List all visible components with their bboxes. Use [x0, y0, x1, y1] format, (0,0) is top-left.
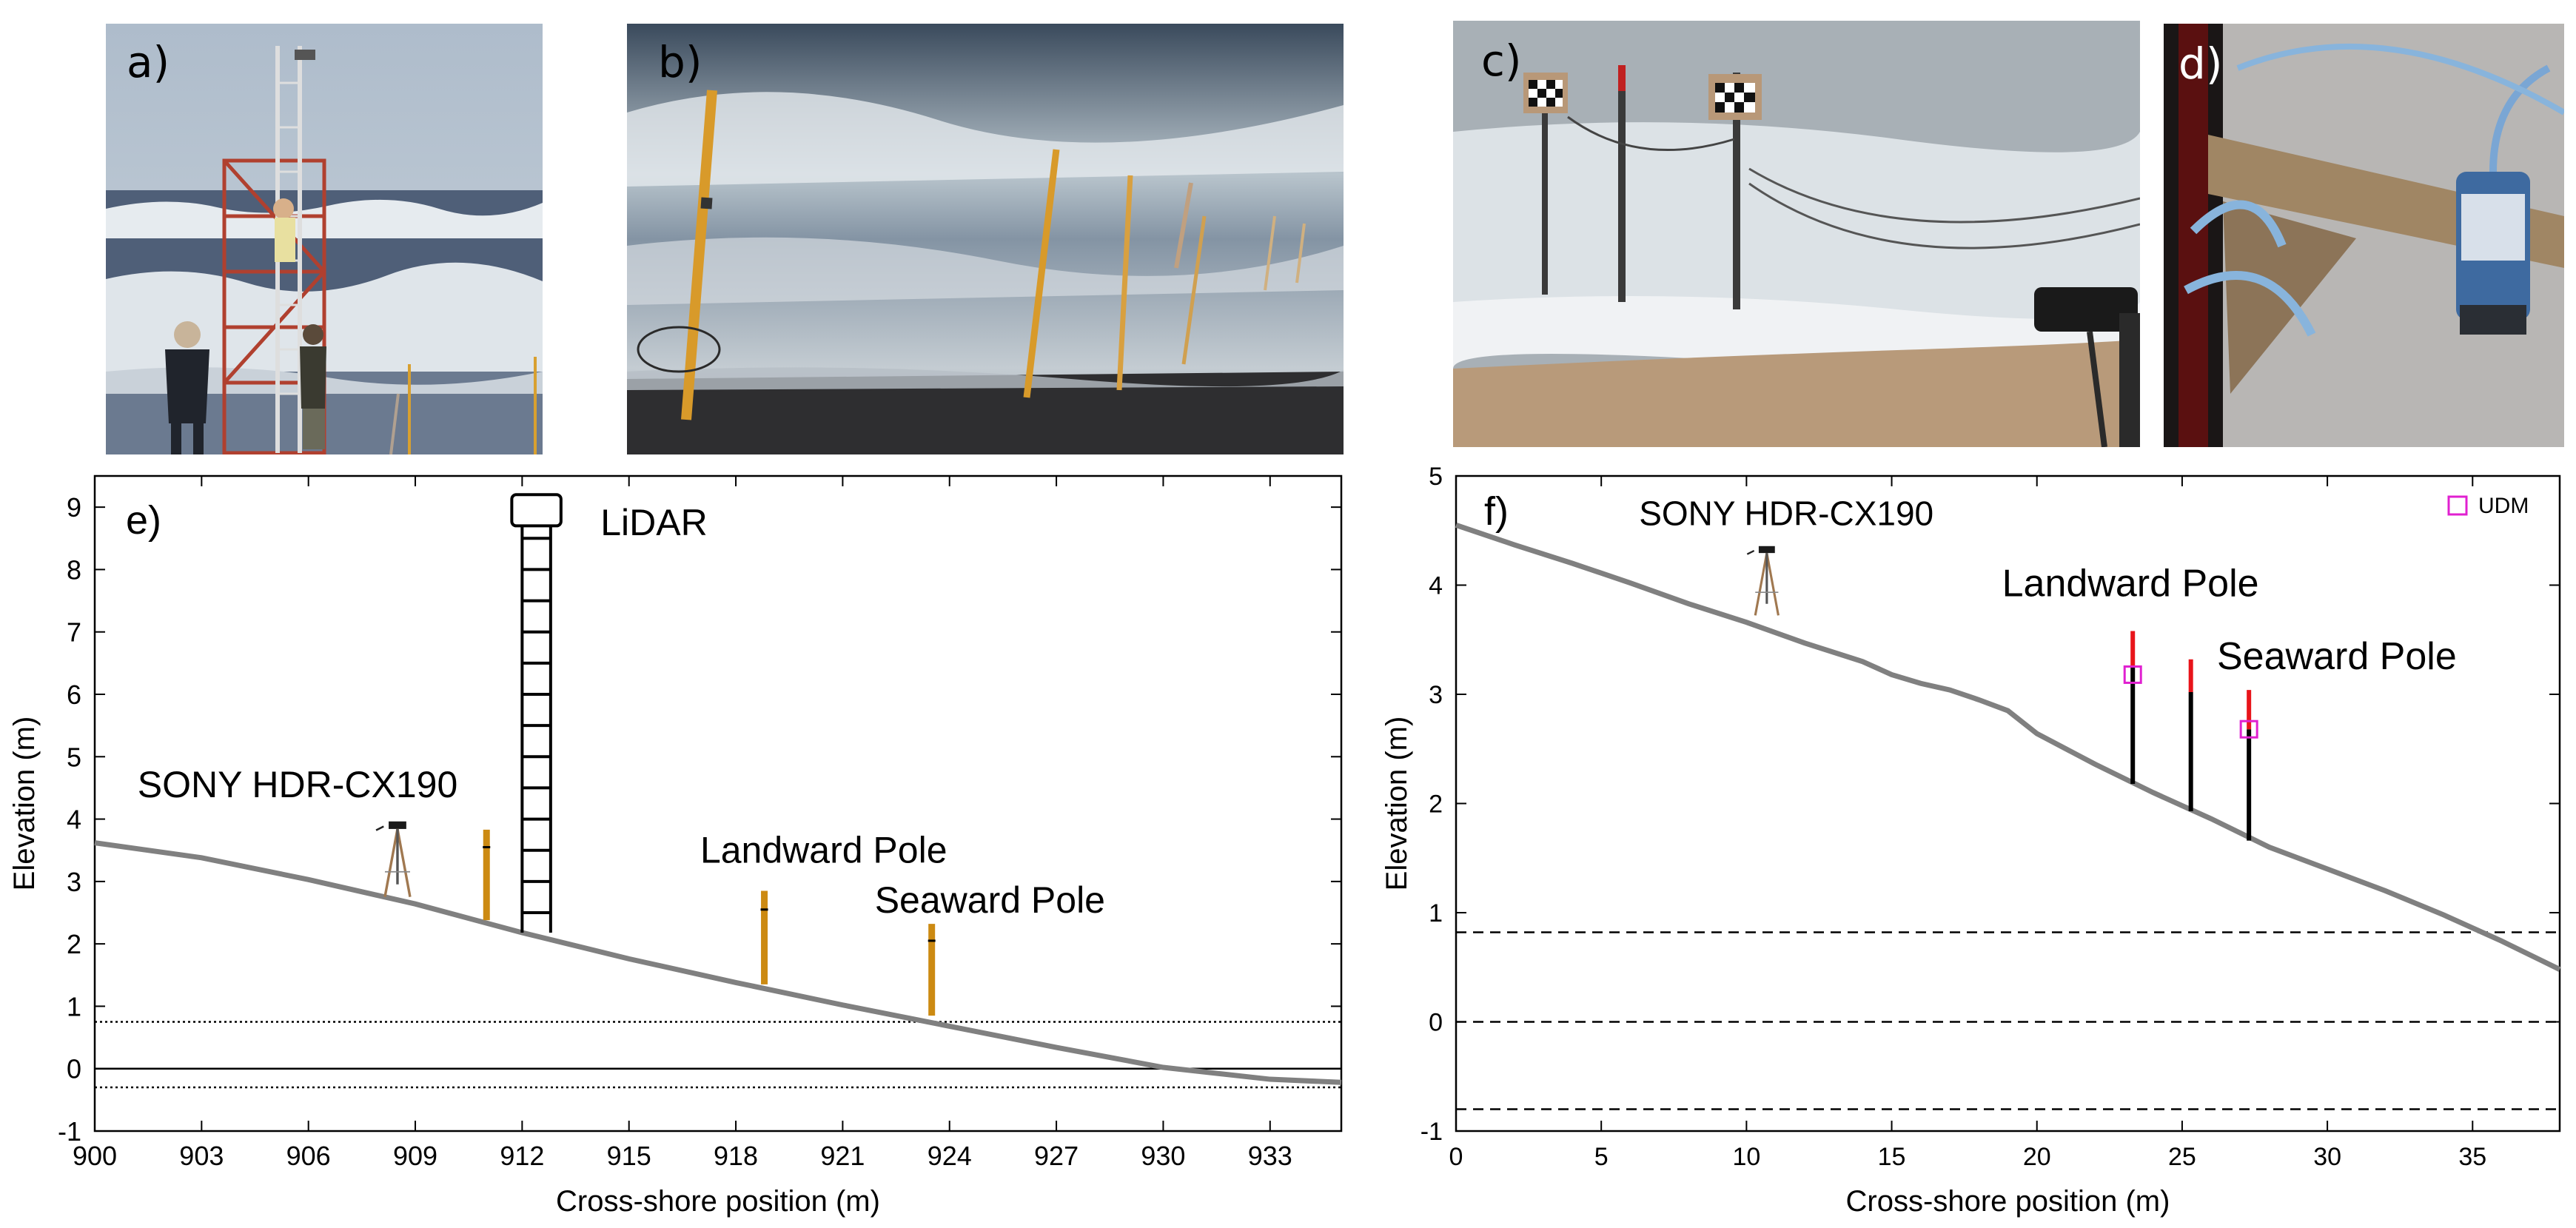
y-tick-label: 2 [1429, 791, 1443, 819]
panel-label-c: c) [1481, 36, 1522, 86]
photo-ultrasonic-distance-meter: d) [2164, 24, 2564, 447]
udm-marker [2123, 665, 2142, 684]
panel-label-d: d) [2178, 38, 2223, 89]
annotation-label: Landward Pole [2002, 562, 2259, 605]
x-tick-label: 5 [1594, 1143, 1609, 1171]
x-tick-label: 10 [1732, 1143, 1760, 1171]
y-tick-label: 1 [1429, 899, 1443, 927]
legend-udm-label: UDM [2478, 494, 2529, 518]
y-tick-label: 9 [67, 492, 81, 523]
tripod-handle [1746, 549, 1755, 555]
annotation-label: Landward Pole [700, 830, 947, 871]
annotation-label: LiDAR [600, 502, 707, 543]
beach-profile-line [94, 840, 1342, 1085]
photo-lidar-scaffold: a) [106, 24, 543, 454]
y-axis-title: Elevation (m) [8, 717, 41, 891]
tripod-leg [396, 828, 412, 898]
annotation-label: SONY HDR-CX190 [1639, 494, 1933, 532]
x-tick-label: 35 [2458, 1143, 2486, 1171]
camera-tripod-icon [1746, 546, 1780, 616]
lidar-scanner-head [510, 493, 563, 528]
y-tick-label: 5 [67, 742, 81, 772]
x-tick-label: 903 [179, 1141, 224, 1171]
y-tick-label: -1 [1421, 1118, 1443, 1146]
y-tick-label: -1 [58, 1116, 81, 1147]
x-tick-label: 30 [2313, 1143, 2341, 1171]
x-tick-label: 930 [1141, 1141, 1185, 1171]
x-tick-label: 915 [607, 1141, 651, 1171]
x-tick-label: 909 [393, 1141, 437, 1171]
x-tick-label: 921 [820, 1141, 865, 1171]
chart-e-plot: 900 903 906 909 912 915 918 921 924 927 930 933-101… [8, 474, 1343, 1218]
x-tick-label: 933 [1248, 1141, 1292, 1171]
x-tick-label: 912 [500, 1141, 544, 1171]
y-tick-label: 7 [67, 617, 81, 648]
y-tick-label: 0 [67, 1054, 81, 1084]
y-tick-label: 4 [67, 805, 81, 835]
tripod-handle [375, 825, 384, 831]
legend-udm-marker [2447, 495, 2468, 516]
x-tick-label: 906 [286, 1141, 331, 1171]
panel-label-f: f) [1484, 489, 1509, 534]
x-tick-label: 924 [928, 1141, 972, 1171]
y-tick-label: 5 [1429, 463, 1443, 491]
y-tick-label: 6 [67, 680, 81, 710]
y-axis-title: Elevation (m) [1381, 717, 1413, 891]
tripod-camera [1758, 546, 1775, 554]
tripod-leg [1765, 552, 1780, 616]
x-tick-label: 0 [1449, 1143, 1463, 1171]
y-tick-label: 3 [67, 867, 81, 897]
udm-marker [2239, 719, 2258, 739]
annotation-label: SONY HDR-CX190 [138, 764, 458, 805]
tripod-leg [383, 828, 399, 898]
tripod-camera [389, 821, 406, 829]
axes-box [93, 474, 1343, 1133]
panel-label-e: e) [126, 498, 161, 543]
y-tick-label: 8 [67, 554, 81, 585]
y-tick-label: 0 [1429, 1009, 1443, 1037]
beach-profile-line [1455, 523, 2561, 972]
annotation-label: Seaward Pole [875, 879, 1105, 921]
y-tick-label: 4 [1429, 572, 1443, 600]
annotation-label: Seaward Pole [2217, 635, 2457, 678]
y-tick-label: 3 [1429, 681, 1443, 709]
photo-poles-camera-swash: c) [1453, 21, 2140, 447]
panel-label-a: a) [127, 37, 170, 87]
x-axis-title: Cross-shore position (m) [1846, 1185, 2170, 1218]
panel-label-b: b) [658, 37, 702, 87]
tripod-leg [1754, 552, 1768, 616]
x-axis-title: Cross-shore position (m) [556, 1185, 880, 1218]
x-tick-label: 25 [2168, 1143, 2196, 1171]
x-tick-label: 918 [714, 1141, 758, 1171]
x-tick-label: 20 [2023, 1143, 2051, 1171]
x-tick-label: 15 [1878, 1143, 1906, 1171]
x-tick-label: 927 [1034, 1141, 1079, 1171]
x-tick-label: 900 [73, 1141, 117, 1171]
photo-runup-poles-long-exposure: b) [627, 24, 1344, 454]
y-tick-label: 2 [67, 929, 81, 959]
y-tick-label: 1 [67, 991, 81, 1021]
camera-tripod-icon [375, 821, 412, 898]
